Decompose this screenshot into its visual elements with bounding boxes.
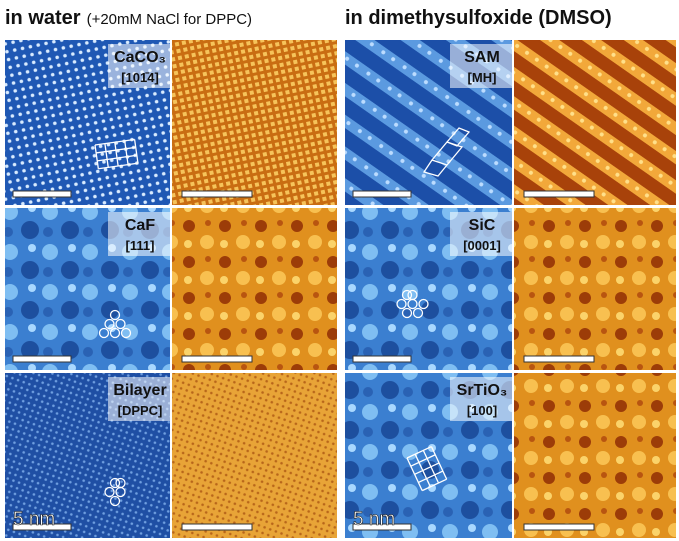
figure: in water (+20mM NaCl for DPPC) in dimethy… xyxy=(0,0,679,541)
scale-bar xyxy=(353,191,411,197)
scale-bar xyxy=(524,356,594,362)
panel-label: Bilayer xyxy=(113,382,166,399)
scale-bar xyxy=(182,191,252,197)
afm-image-orange xyxy=(172,40,337,205)
header-left: in water (+20mM NaCl for DPPC) xyxy=(5,7,252,29)
left-note: (+20mM NaCl for DPPC) xyxy=(87,11,252,28)
scale-bar xyxy=(13,191,71,197)
scale-bar xyxy=(182,524,252,530)
left-title: in water xyxy=(5,7,81,29)
panel-label: CaCO₃ xyxy=(114,49,166,66)
right-title: in dimethysulfoxide (DMSO) xyxy=(345,7,612,29)
panel-sublabel: [101̄4] xyxy=(121,70,159,85)
scale-bar xyxy=(182,356,252,362)
scale-bar xyxy=(13,356,71,362)
scale-bar xyxy=(353,356,411,362)
afm-image-orange xyxy=(514,40,676,205)
scale-label: 5 nm xyxy=(353,509,395,530)
afm-image-orange xyxy=(172,373,337,538)
panel-sublabel: [100] xyxy=(467,403,497,418)
scale-bar xyxy=(524,191,594,197)
scale-label: 5 nm xyxy=(13,509,55,530)
scale-bar xyxy=(524,524,594,530)
panel-label: SrTiO₃ xyxy=(457,382,508,399)
afm-image-orange xyxy=(514,208,676,370)
panel-sublabel: [MH] xyxy=(468,70,497,85)
panel-sublabel: [DPPC] xyxy=(118,403,163,418)
panel-label: SAM xyxy=(464,49,500,66)
afm-image-orange xyxy=(172,208,337,370)
panel-label: SiC xyxy=(469,217,496,234)
panel-sublabel: [111] xyxy=(126,238,155,253)
panel-sublabel: [0001] xyxy=(463,238,501,253)
afm-image-orange xyxy=(514,373,676,538)
panel-label: CaF xyxy=(125,217,155,234)
